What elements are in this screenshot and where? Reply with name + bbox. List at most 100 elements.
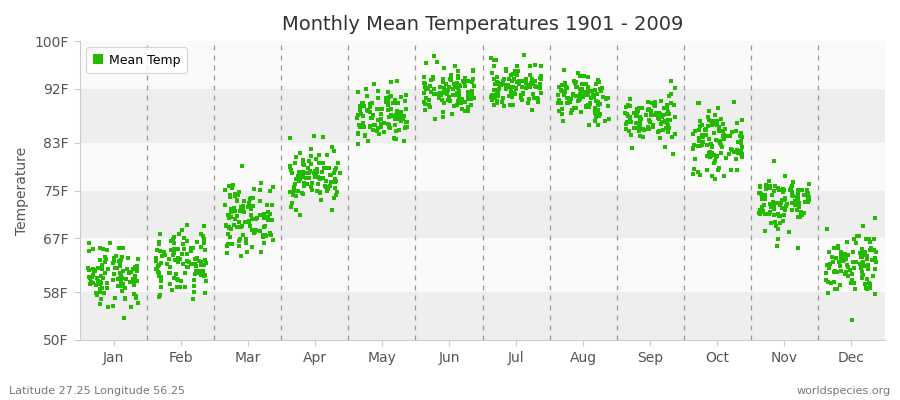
Point xyxy=(130,263,144,269)
Point xyxy=(693,143,707,149)
Point xyxy=(819,269,833,276)
Point xyxy=(151,262,166,269)
Point xyxy=(363,124,377,130)
Point xyxy=(243,196,257,202)
Point xyxy=(766,202,780,208)
Point xyxy=(557,89,572,95)
Point xyxy=(424,89,438,95)
Point xyxy=(848,286,862,292)
Point xyxy=(485,97,500,103)
Point xyxy=(641,123,655,130)
Point xyxy=(328,192,343,198)
Point xyxy=(82,240,96,246)
Point xyxy=(516,89,530,96)
Point xyxy=(852,233,867,239)
Point xyxy=(297,182,311,189)
Point xyxy=(686,145,700,151)
Point xyxy=(444,72,458,79)
Point xyxy=(514,91,528,98)
Point xyxy=(733,132,747,139)
Point xyxy=(836,254,850,260)
Point xyxy=(452,87,466,94)
Point xyxy=(825,254,840,260)
Point xyxy=(497,76,511,82)
Point xyxy=(316,134,330,140)
Point xyxy=(152,272,166,279)
Point xyxy=(700,123,715,130)
Point xyxy=(166,234,181,240)
Point xyxy=(94,300,108,307)
Point xyxy=(827,245,842,252)
Point xyxy=(465,67,480,74)
Point xyxy=(772,212,787,219)
Point xyxy=(782,229,796,236)
Point xyxy=(452,81,466,88)
Point xyxy=(663,116,678,123)
Point xyxy=(370,128,384,134)
Point xyxy=(772,187,787,193)
Point xyxy=(662,125,676,132)
Point xyxy=(770,226,785,232)
Point xyxy=(464,96,478,102)
Point xyxy=(819,226,833,232)
Point xyxy=(88,268,103,274)
Point xyxy=(822,265,836,272)
Point xyxy=(418,60,433,66)
Point xyxy=(235,206,249,212)
Point xyxy=(714,116,728,122)
Point xyxy=(395,112,410,119)
Point xyxy=(697,134,711,140)
Point xyxy=(662,125,676,132)
Point xyxy=(399,124,413,130)
Point xyxy=(441,86,455,93)
Bar xyxy=(80,292,885,340)
Point xyxy=(363,103,377,110)
Point xyxy=(555,88,570,94)
Point xyxy=(714,142,728,148)
Point xyxy=(667,102,681,108)
Point xyxy=(186,289,201,295)
Point xyxy=(835,258,850,265)
Point xyxy=(656,119,670,125)
Bar xyxy=(80,143,885,190)
Point xyxy=(356,100,370,106)
Point xyxy=(356,120,370,126)
Point xyxy=(371,116,385,123)
Point xyxy=(588,110,602,116)
Point xyxy=(152,294,166,300)
Point xyxy=(775,197,789,203)
Point xyxy=(778,203,793,210)
Point xyxy=(519,84,534,90)
Point xyxy=(330,160,345,166)
Point xyxy=(598,94,613,101)
Point xyxy=(730,147,744,153)
Point xyxy=(192,258,206,264)
Point xyxy=(222,224,237,230)
Point xyxy=(130,278,144,284)
Point xyxy=(253,228,267,234)
Point xyxy=(443,98,457,104)
Point xyxy=(394,109,409,115)
Point xyxy=(266,184,280,190)
Point xyxy=(626,125,641,132)
Point xyxy=(258,232,273,238)
Point xyxy=(384,106,399,112)
Point xyxy=(224,209,238,215)
Point xyxy=(503,102,517,108)
Point xyxy=(253,187,267,193)
Point xyxy=(590,122,605,128)
Point xyxy=(174,278,188,284)
Point xyxy=(389,136,403,142)
Point xyxy=(283,189,297,195)
Point xyxy=(231,243,246,249)
Point xyxy=(115,281,130,288)
Point xyxy=(862,280,877,286)
Point xyxy=(752,206,767,213)
Point xyxy=(845,271,859,277)
Point xyxy=(703,154,717,160)
Point xyxy=(589,114,603,120)
Point xyxy=(576,94,590,100)
Point xyxy=(652,110,667,117)
Point xyxy=(487,63,501,70)
Point xyxy=(847,235,861,242)
